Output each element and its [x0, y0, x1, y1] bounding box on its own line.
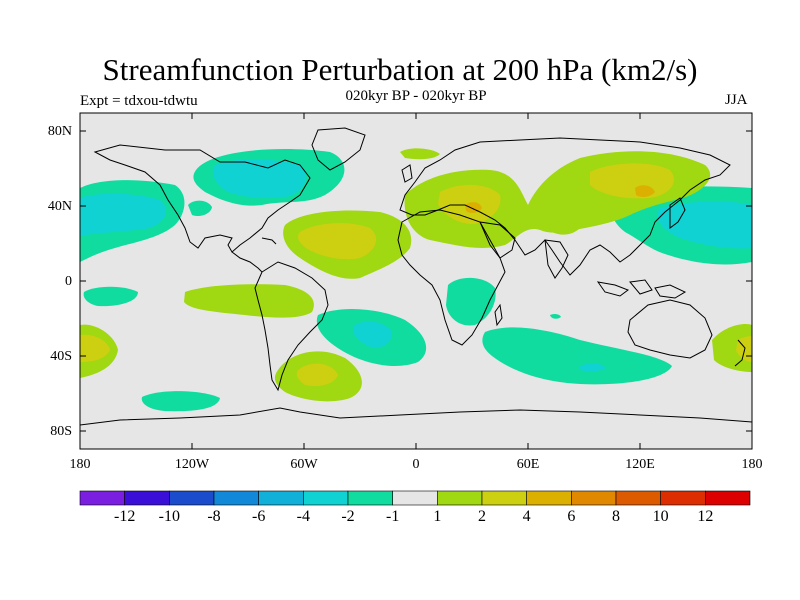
contour-fields: [80, 148, 752, 412]
contour-pos-indian: [550, 220, 580, 235]
contour-neg-africa: [446, 277, 496, 326]
colorbar-label: 10: [652, 508, 669, 525]
colorbar-swatch: [660, 490, 706, 506]
colorbar-swatch: [124, 490, 170, 506]
colorbar-label: 8: [612, 508, 620, 525]
colorbar-swatch: [258, 490, 304, 506]
colorbar-label: 2: [478, 508, 486, 525]
coastline-japan: [669, 197, 686, 229]
lon-label-180e: 180: [741, 457, 763, 472]
colorbar-swatch: [79, 490, 125, 506]
coastline-eurasia: [399, 137, 731, 276]
coastline-india: [544, 239, 569, 279]
colorbar-swatch: [169, 490, 215, 506]
colorbar-label: 1: [433, 508, 442, 525]
plot-subtitle: 020kyr BP - 020kyr BP: [345, 88, 487, 104]
colorbar-swatch: [705, 490, 751, 506]
coastline-australia: [627, 299, 713, 359]
coastline-greenland: [311, 127, 366, 171]
coastline-antarctica: [80, 407, 752, 426]
lat-label-40s: 40S: [50, 349, 72, 364]
coastline-indonesia-3: [654, 284, 687, 299]
colorbar-swatch: [437, 490, 483, 506]
contour-pos2-southwest-pacific: [80, 334, 110, 362]
lon-ticks: [191, 113, 641, 449]
colorbar: [79, 490, 751, 506]
lon-label-120e: 120E: [625, 457, 655, 472]
coastline-arabia: [479, 221, 516, 259]
colorbar-label: -8: [207, 508, 221, 525]
colorbar-swatch: [303, 490, 349, 506]
lon-label-60e: 60E: [516, 457, 540, 472]
experiment-label: Expt = tdxou-tdwtu: [80, 93, 198, 109]
colorbar-swatch: [392, 490, 438, 506]
contour-neg-tropical-pacific: [83, 286, 138, 307]
coastlines: [80, 127, 752, 426]
colorbar-swatch: [481, 490, 527, 506]
contour-neg2-canada: [213, 159, 307, 199]
colorbar-label: -2: [341, 508, 355, 525]
lon-label-60w: 60W: [290, 457, 318, 472]
season-label: JJA: [725, 92, 748, 108]
coastline-british-isles: [401, 164, 413, 183]
lon-label-120w: 120W: [174, 457, 210, 472]
colorbar-label: -10: [158, 508, 180, 525]
contour-pos2-southern-ocean: [296, 363, 338, 387]
lat-label-0: 0: [65, 274, 72, 289]
coastline-caribbean: [261, 237, 277, 245]
contour-neg-southern-pacific: [141, 391, 220, 412]
contour-pos2-atlantic: [298, 223, 377, 260]
contour-neg2-pacific: [80, 193, 167, 236]
contour-pos3-siberia: [635, 185, 655, 197]
colorbar-label: -6: [251, 508, 266, 525]
colorbar-swatch: [615, 490, 661, 506]
colorbar-swatch: [213, 490, 259, 506]
contour-pos-northern-europe: [400, 148, 440, 160]
coastline-central-america: [231, 251, 263, 273]
colorbar-swatch: [571, 490, 617, 506]
lon-label-180w: 180: [69, 457, 91, 472]
coastline-north-america: [93, 144, 311, 253]
contour-pos-south-america: [184, 284, 314, 318]
plot-title: Streamfunction Perturbation at 200 hPa (…: [102, 52, 698, 87]
contour-neg2-south-atlantic: [353, 321, 392, 348]
contour-neg2-south-indian: [580, 363, 606, 372]
coastline-new-zealand: [734, 339, 746, 367]
lat-label-40n: 40N: [47, 199, 72, 214]
coastline-africa: [397, 209, 506, 346]
contour-pos3-mediterranean: [465, 202, 482, 213]
colorbar-swatch: [526, 490, 572, 506]
coastline-south-america: [254, 261, 329, 392]
lon-label-0: 0: [412, 457, 420, 472]
lat-label-80s: 80S: [50, 424, 72, 439]
colorbar-label: 4: [522, 508, 531, 525]
colorbar-swatch: [347, 490, 393, 506]
colorbar-label: 12: [697, 508, 714, 525]
contour-neg2-east-asia: [657, 201, 752, 249]
colorbar-label: -1: [385, 508, 400, 525]
coastline-indonesia-2: [629, 279, 653, 295]
contour-neg-atlantic-small: [188, 200, 212, 217]
colorbar-label: -4: [296, 508, 310, 525]
lat-ticks: [80, 130, 752, 432]
lat-label-80n: 80N: [47, 124, 72, 139]
contour-neg-south-indian: [482, 327, 672, 385]
colorbar-label: -12: [113, 508, 136, 525]
contour-neg-tiny-south-indian: [550, 313, 561, 319]
coastline-madagascar: [494, 303, 503, 327]
coastline-indonesia-1: [596, 281, 630, 297]
colorbar-label: 6: [567, 508, 576, 525]
